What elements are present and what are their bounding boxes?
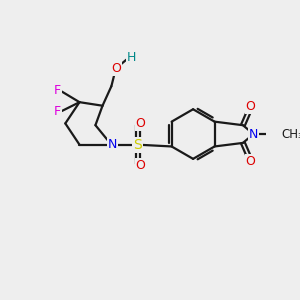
Text: S: S	[134, 138, 142, 152]
Text: H: H	[127, 51, 136, 64]
Text: N: N	[108, 138, 117, 151]
Text: O: O	[136, 159, 146, 172]
Text: N: N	[249, 128, 258, 141]
Text: O: O	[246, 100, 256, 113]
Text: O: O	[136, 117, 146, 130]
Text: F: F	[54, 84, 61, 97]
Text: CH₃: CH₃	[281, 128, 300, 141]
Text: O: O	[111, 62, 121, 75]
Text: F: F	[54, 105, 61, 119]
Text: O: O	[246, 155, 256, 168]
